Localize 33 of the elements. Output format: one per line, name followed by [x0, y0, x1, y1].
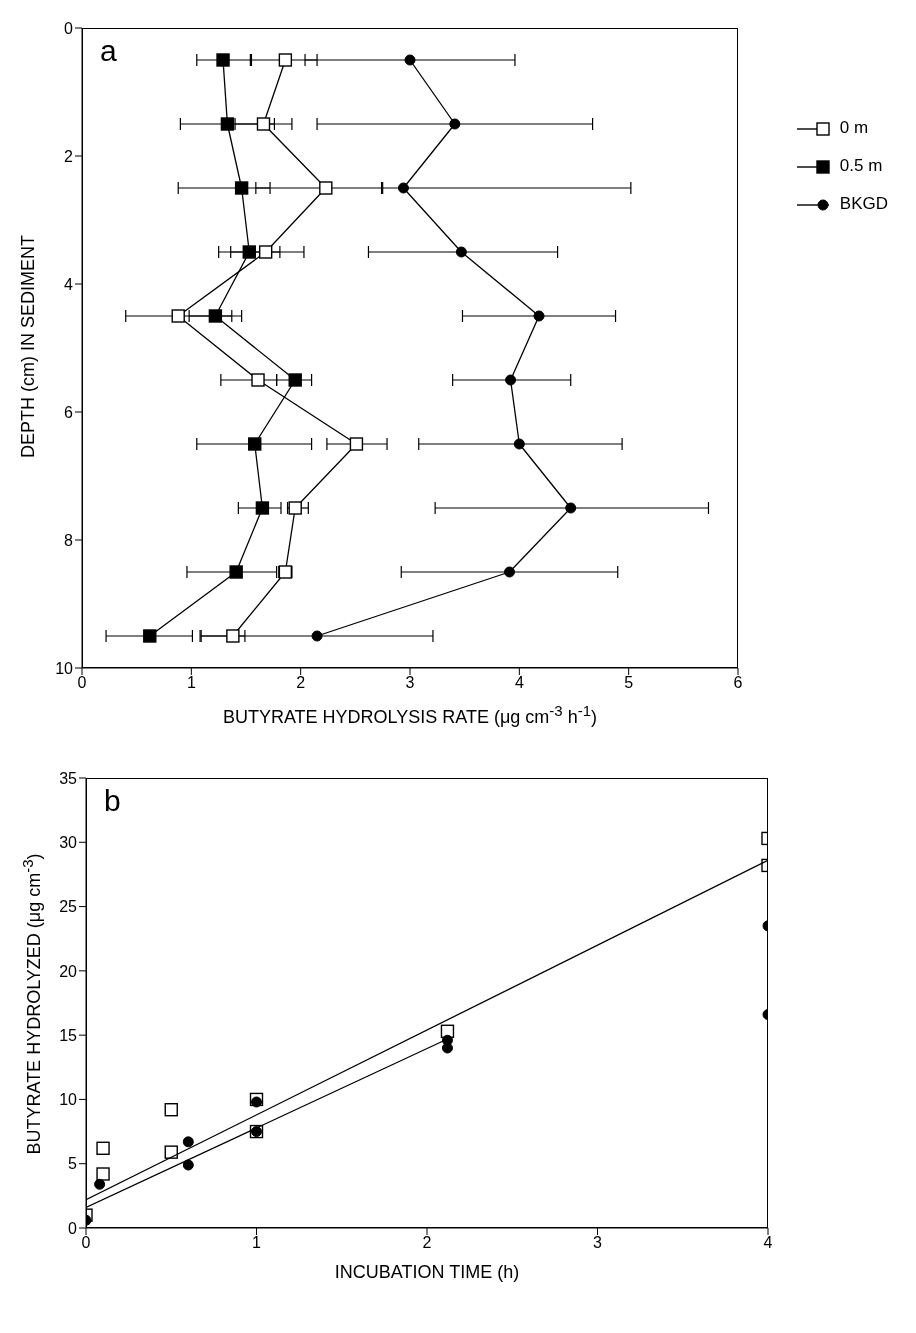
x-tick-label: 1 [252, 1234, 262, 1252]
y-tick-label: 2 [64, 147, 74, 165]
x-tick-label: 5 [624, 674, 634, 692]
y-tick-label: 4 [64, 275, 74, 293]
y-tick-label: 20 [59, 962, 78, 980]
x-tick-label: 6 [733, 674, 743, 692]
legend-label: BKGD [839, 194, 888, 213]
y-tick-label: 15 [59, 1026, 78, 1044]
y-tick-label: 0 [68, 1219, 78, 1237]
y-tick-label: 10 [59, 1091, 78, 1109]
x-tick-label: 2 [422, 1234, 432, 1252]
legend-label: 0.5 m [839, 156, 883, 175]
y-tick-label: 0 [64, 19, 74, 37]
x-tick-label: 4 [763, 1234, 773, 1252]
x-tick-label: 4 [514, 674, 524, 692]
annotation: b [104, 784, 121, 818]
y-axis-title: DEPTH (cm) IN SEDIMENT [17, 234, 39, 460]
y-tick-label: 10 [55, 659, 74, 677]
y-tick-label: 5 [68, 1155, 78, 1173]
y-tick-label: 8 [64, 531, 74, 549]
x-tick-label: 2 [296, 674, 306, 692]
y-tick-label: 25 [59, 898, 78, 916]
legend-label: 0 m [839, 118, 869, 137]
y-tick-label: 35 [59, 769, 78, 787]
x-tick-label: 3 [405, 674, 415, 692]
x-axis-title: INCUBATION TIME (h) [333, 1262, 521, 1283]
y-tick-label: 6 [64, 403, 74, 421]
y-tick-label: 30 [59, 833, 78, 851]
x-tick-label: 3 [593, 1234, 603, 1252]
x-axis-title: BUTYRATE HYDROLYSIS RATE (μg cm$^{-3}$ h$^{-1}$) [221, 702, 599, 728]
x-tick-label: 0 [81, 1234, 91, 1252]
annotation: a [100, 34, 117, 68]
x-tick-label: 1 [186, 674, 196, 692]
